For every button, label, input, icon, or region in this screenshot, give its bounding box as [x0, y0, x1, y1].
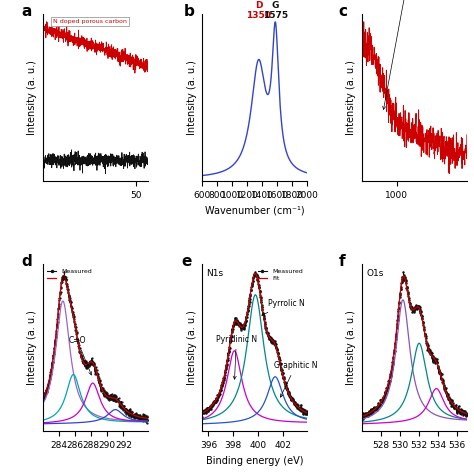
Y-axis label: Intensity (a. u.): Intensity (a. u.) — [187, 60, 197, 135]
Text: Pyridinic N: Pyridinic N — [216, 335, 257, 379]
Text: C=O: C=O — [69, 336, 91, 375]
Y-axis label: Intensity (a. u.): Intensity (a. u.) — [346, 60, 356, 135]
Text: O (KL): O (KL) — [383, 0, 419, 109]
Text: N doped porous carbon: N doped porous carbon — [53, 19, 127, 24]
Text: b: b — [183, 4, 194, 19]
Text: a: a — [22, 4, 32, 19]
X-axis label: Binding energy (eV): Binding energy (eV) — [206, 456, 303, 465]
Y-axis label: Intensity (a. u.): Intensity (a. u.) — [27, 60, 37, 135]
Y-axis label: Intensity (a. u.): Intensity (a. u.) — [187, 310, 197, 385]
Text: N1s: N1s — [207, 270, 224, 279]
X-axis label: Wavenumber (cm⁻¹): Wavenumber (cm⁻¹) — [205, 205, 305, 215]
Text: c: c — [339, 4, 348, 19]
Text: Pyrrolic N: Pyrrolic N — [262, 300, 304, 315]
Text: f: f — [339, 255, 346, 270]
Legend: Measured, Fit: Measured, Fit — [256, 268, 304, 282]
Text: D
1350: D 1350 — [246, 1, 271, 20]
Text: Graphitic N: Graphitic N — [274, 361, 318, 397]
Text: O1s: O1s — [366, 270, 383, 279]
Legend: Measured, Fit: Measured, Fit — [46, 268, 93, 282]
Text: d: d — [22, 255, 32, 270]
Y-axis label: Intensity (a. u.): Intensity (a. u.) — [346, 310, 356, 385]
Text: G
1575: G 1575 — [263, 1, 288, 20]
Text: e: e — [181, 255, 191, 270]
Y-axis label: Intensity (a. u.): Intensity (a. u.) — [27, 310, 37, 385]
